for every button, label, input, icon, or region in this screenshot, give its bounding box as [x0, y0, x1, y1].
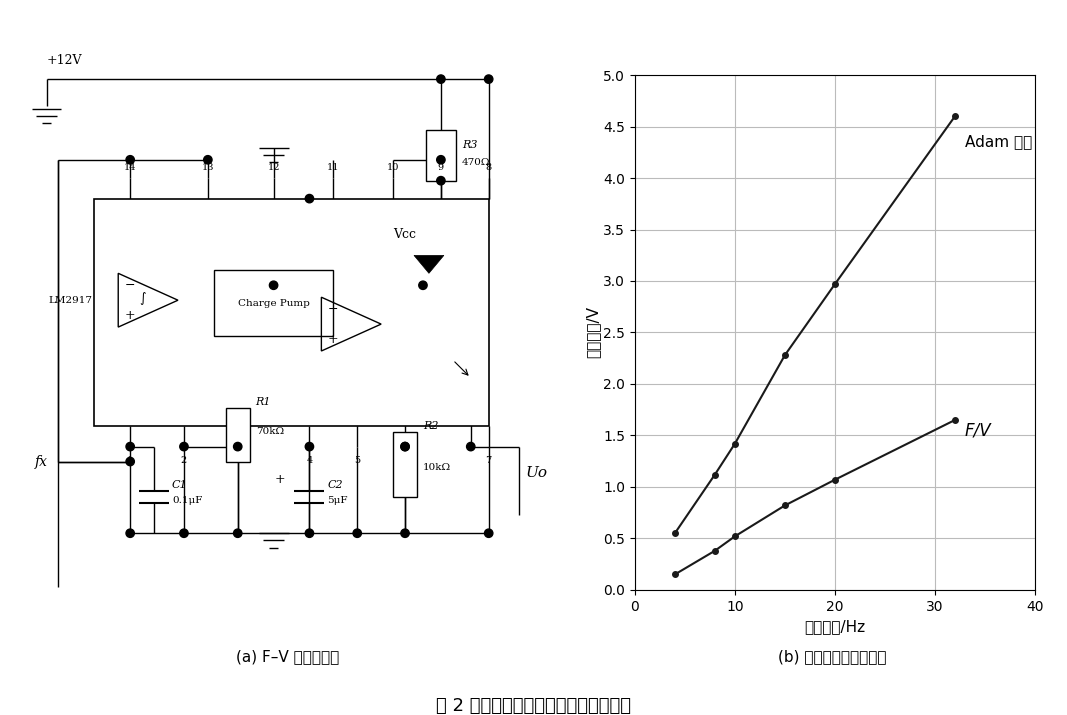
Text: 14: 14 — [124, 163, 137, 172]
Text: R2: R2 — [423, 420, 439, 430]
Circle shape — [305, 443, 314, 450]
Text: 5μF: 5μF — [328, 496, 348, 505]
Text: 图 2 模拟式频率测量电路及其实验结果: 图 2 模拟式频率测量电路及其实验结果 — [436, 697, 631, 715]
Circle shape — [436, 75, 445, 84]
Circle shape — [126, 529, 134, 538]
Circle shape — [401, 443, 410, 450]
Text: 70kΩ: 70kΩ — [256, 427, 284, 436]
Circle shape — [234, 529, 242, 538]
Text: 0.1μF: 0.1μF — [172, 496, 203, 505]
Circle shape — [436, 177, 445, 185]
Text: 470Ω: 470Ω — [462, 158, 491, 167]
X-axis label: 输入频率/Hz: 输入频率/Hz — [805, 619, 865, 634]
Circle shape — [305, 194, 314, 203]
Text: 7: 7 — [485, 455, 492, 465]
Text: Vcc: Vcc — [394, 228, 416, 241]
Text: Uo: Uo — [525, 466, 547, 480]
Circle shape — [305, 529, 314, 538]
Text: C1: C1 — [172, 480, 188, 490]
Text: 2: 2 — [180, 455, 187, 465]
Circle shape — [204, 156, 212, 164]
Text: +: + — [328, 332, 338, 345]
Text: 6: 6 — [402, 455, 408, 465]
Circle shape — [466, 443, 475, 450]
Circle shape — [436, 156, 445, 164]
Text: 5: 5 — [354, 455, 361, 465]
Text: +: + — [125, 309, 136, 322]
Circle shape — [269, 281, 277, 290]
Text: C2: C2 — [328, 480, 343, 490]
Text: (b) 模拟式方法实验结果: (b) 模拟式方法实验结果 — [778, 649, 887, 664]
Circle shape — [126, 443, 134, 450]
Circle shape — [401, 529, 410, 538]
Text: (a) F–V 电路原理图: (a) F–V 电路原理图 — [237, 649, 339, 664]
Text: 12: 12 — [268, 163, 280, 172]
Text: +12V: +12V — [47, 54, 82, 67]
Text: 1: 1 — [127, 455, 133, 465]
Bar — [94, 199, 489, 425]
Y-axis label: 输出电压/V: 输出电压/V — [586, 307, 601, 358]
Polygon shape — [414, 255, 444, 273]
Text: 10kΩ: 10kΩ — [423, 463, 451, 472]
Circle shape — [179, 443, 188, 450]
Circle shape — [126, 156, 134, 164]
Text: F/V: F/V — [965, 421, 991, 439]
Bar — [213, 270, 333, 336]
Text: ∫: ∫ — [139, 292, 145, 305]
Circle shape — [484, 529, 493, 538]
Text: −: − — [328, 302, 338, 315]
Circle shape — [418, 281, 427, 290]
Bar — [426, 130, 456, 181]
Text: 13: 13 — [202, 163, 214, 172]
Bar — [393, 432, 417, 498]
Text: 10: 10 — [387, 163, 399, 172]
Circle shape — [401, 443, 410, 450]
Circle shape — [234, 443, 242, 450]
Text: +: + — [275, 473, 286, 486]
Text: 4: 4 — [306, 455, 313, 465]
Circle shape — [179, 529, 188, 538]
Text: LM2917: LM2917 — [48, 296, 93, 305]
Text: Charge Pump: Charge Pump — [238, 299, 309, 307]
Text: fx: fx — [34, 455, 48, 468]
Text: 3: 3 — [235, 455, 241, 465]
Text: −: − — [125, 279, 136, 292]
Text: Adam 输出: Adam 输出 — [965, 134, 1032, 149]
Text: 9: 9 — [437, 163, 444, 172]
Circle shape — [126, 458, 134, 465]
Circle shape — [484, 75, 493, 84]
Text: R3: R3 — [462, 140, 477, 150]
Text: 11: 11 — [328, 163, 339, 172]
Text: 8: 8 — [485, 163, 492, 172]
Bar — [226, 408, 250, 461]
Circle shape — [353, 529, 362, 538]
Text: R1: R1 — [256, 397, 271, 407]
